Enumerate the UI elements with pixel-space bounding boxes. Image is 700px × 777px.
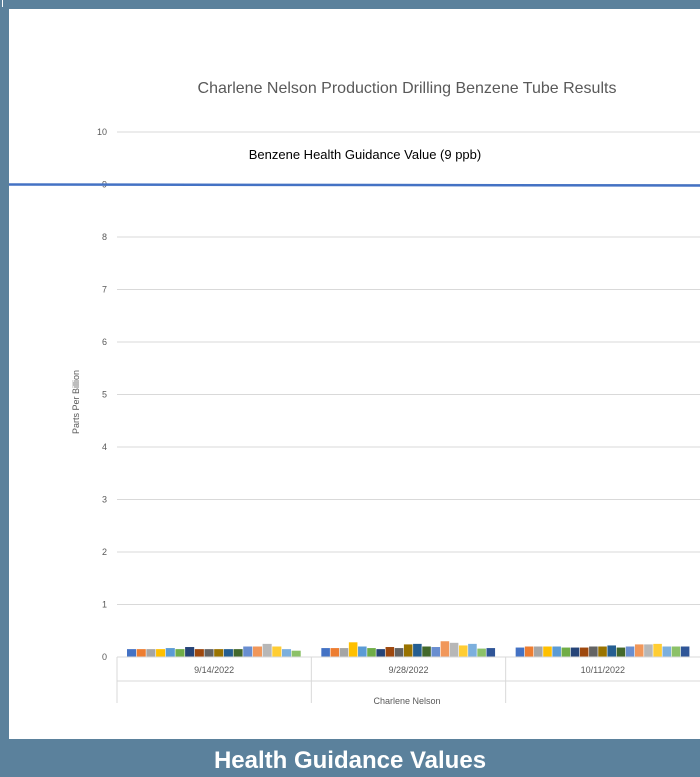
x-category-label: 9/14/2022 <box>194 665 234 675</box>
bar <box>570 647 580 657</box>
chart-title: Charlene Nelson Production Drilling Benz… <box>198 80 617 97</box>
bar <box>671 646 681 657</box>
bar <box>165 648 175 657</box>
bar <box>367 648 376 657</box>
bar <box>534 646 543 657</box>
bar <box>403 644 413 657</box>
guidance-reference-line <box>8 183 700 187</box>
bar <box>127 649 137 657</box>
bar <box>449 642 459 657</box>
y-tick-label: 1 <box>102 600 107 610</box>
bar <box>662 646 672 657</box>
bar <box>524 646 534 657</box>
y-tick-label: 3 <box>102 495 107 505</box>
x-axis-label: Charlene Nelson <box>373 696 440 706</box>
bar <box>625 646 635 657</box>
bar <box>589 646 598 657</box>
y-tick-label: 0 <box>102 652 107 662</box>
x-category-label: 10/11/2022 <box>581 665 625 675</box>
bar <box>339 648 349 657</box>
bar <box>136 649 146 657</box>
bar <box>616 647 626 657</box>
bar <box>243 646 253 657</box>
bar <box>579 647 589 657</box>
bar <box>358 646 367 657</box>
footer-title: Health Guidance Values <box>213 747 487 774</box>
bar <box>477 648 486 657</box>
bar <box>204 649 214 657</box>
bar <box>458 645 468 657</box>
chart-panel: Charlene Nelson Production Drilling Benz… <box>8 9 700 739</box>
y-tick-label: 8 <box>102 232 107 242</box>
bar <box>413 643 422 657</box>
y-tick-label: 10 <box>97 127 107 137</box>
bar <box>598 646 607 657</box>
x-axis-categories: 9/14/2022 9/28/2022 10/11/2022 <box>116 656 700 703</box>
x-category-label: 9/28/2022 <box>388 665 428 675</box>
bar <box>321 648 330 657</box>
bar <box>644 644 653 657</box>
y-tick-label: 7 <box>102 285 107 295</box>
bar <box>486 648 496 657</box>
bar <box>175 649 185 657</box>
bar <box>468 643 477 657</box>
bar <box>348 642 358 657</box>
bar <box>385 647 395 657</box>
bar <box>233 649 243 657</box>
bar <box>431 647 441 657</box>
benzene-chart: Charlene Nelson Production Drilling Benz… <box>8 80 700 706</box>
bar <box>185 647 195 657</box>
bar <box>330 648 340 657</box>
y-axis-ticks: 012345678910 <box>97 127 107 662</box>
bar <box>515 647 525 657</box>
bar <box>607 645 616 657</box>
bar <box>194 649 204 657</box>
bar <box>262 643 272 657</box>
bar <box>394 648 404 657</box>
bar <box>214 649 224 657</box>
bar <box>653 643 662 657</box>
bar <box>223 649 233 657</box>
bar <box>281 649 292 657</box>
bar <box>552 646 561 657</box>
bar <box>252 646 262 657</box>
y-tick-label: 2 <box>102 547 107 557</box>
bar <box>422 646 431 657</box>
bar <box>561 647 571 657</box>
bar <box>634 644 644 657</box>
bar <box>680 646 690 657</box>
bar <box>146 649 156 657</box>
bar <box>156 649 166 657</box>
guidance-line-label: Benzene Health Guidance Value (9 ppb) <box>249 147 481 162</box>
bars <box>127 641 690 657</box>
y-tick-label: 4 <box>102 442 107 452</box>
bar <box>291 650 301 657</box>
bar <box>543 646 552 657</box>
bar <box>376 649 385 657</box>
bar <box>440 641 450 657</box>
y-tick-label: 6 <box>102 337 107 347</box>
y-axis-label: Parts Per Billion <box>71 370 81 434</box>
gridlines <box>117 131 700 658</box>
y-tick-label: 5 <box>102 390 107 400</box>
frame-corner-mark <box>2 0 3 7</box>
bar <box>272 646 282 657</box>
